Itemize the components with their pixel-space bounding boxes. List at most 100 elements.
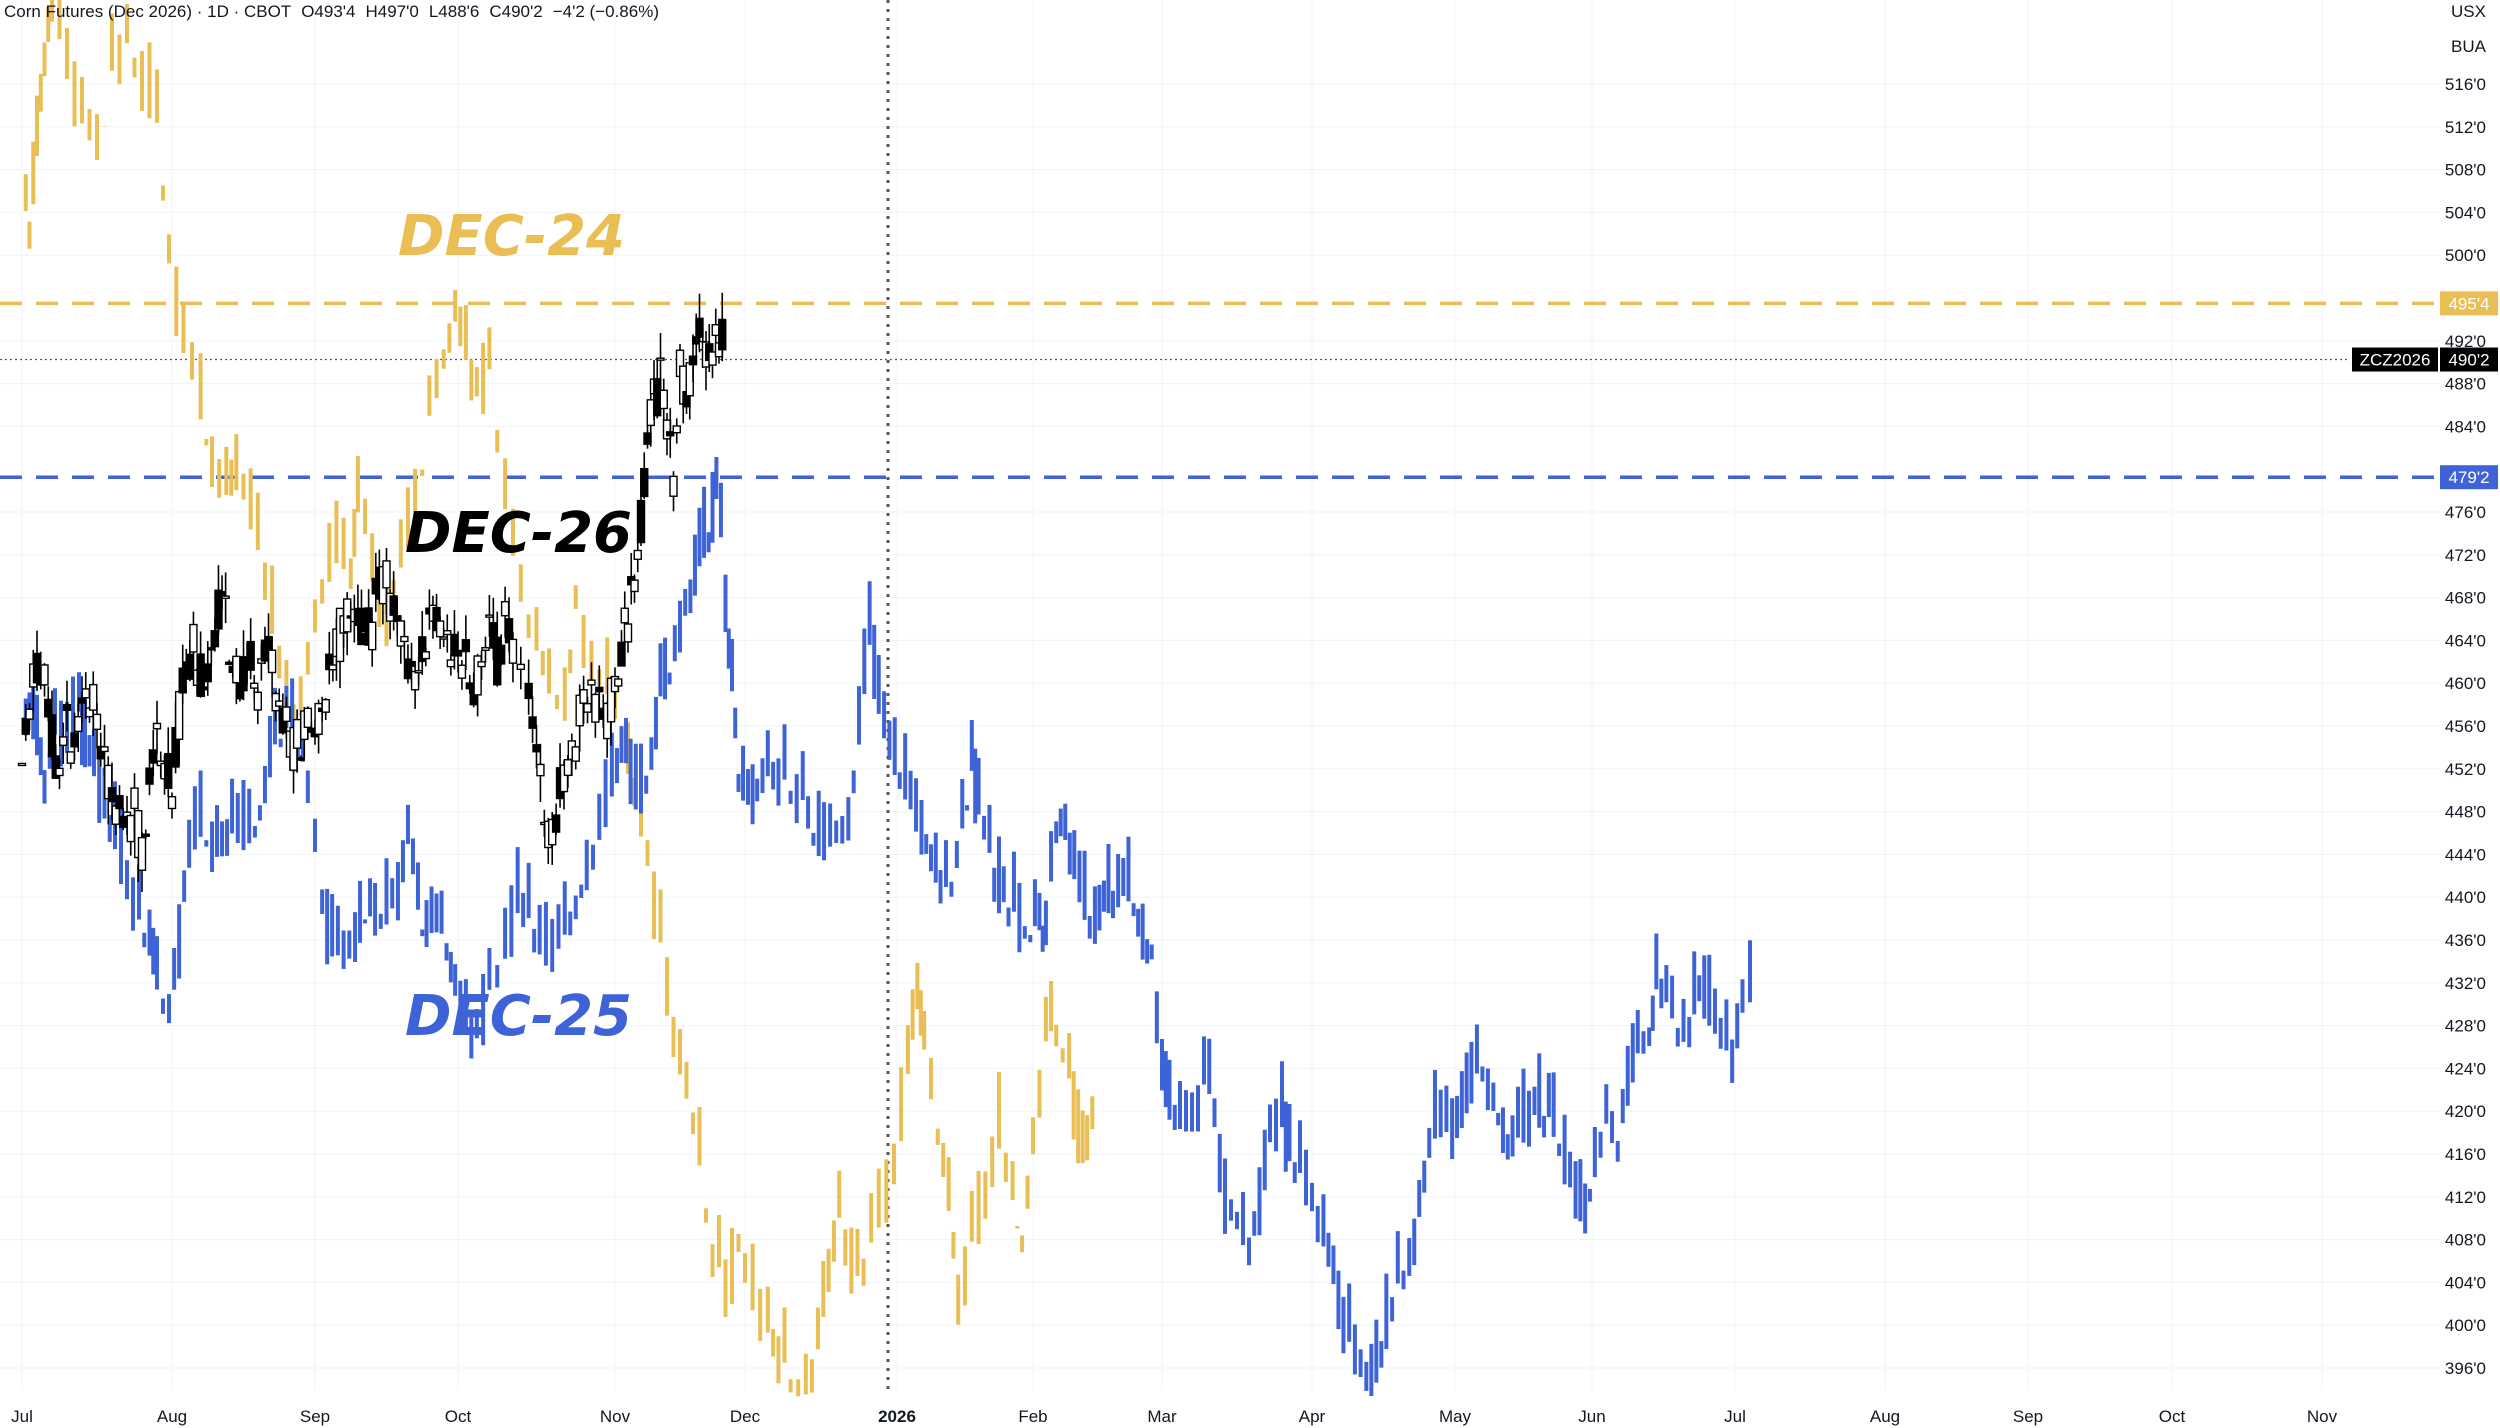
candle-body — [453, 649, 463, 657]
y-tick-label: 452'0 — [2445, 760, 2486, 779]
candle-body — [623, 623, 633, 643]
candle-body — [100, 746, 109, 753]
symbol-tag-label: ZCZ2026 — [2360, 351, 2431, 370]
time-axis[interactable]: Jul Aug Sep Oct Nov Dec 2026 Feb Mar Apr May Jun Jul… — [11, 1407, 2337, 1426]
y-tick-label: 484'0 — [2445, 417, 2486, 436]
candle-body — [59, 736, 68, 747]
price-axis[interactable]: 516'0 512'0 508'0 504'0 500'0 492'0 488'0 484'0… — [2445, 75, 2486, 1378]
y-tick-label: 444'0 — [2445, 845, 2486, 864]
candle-body — [708, 351, 717, 366]
change-value: −4'2 (−0.86%) — [552, 2, 659, 21]
measure-unit[interactable]: BUA — [2451, 37, 2486, 56]
y-tick-label: 476'0 — [2445, 503, 2486, 522]
candle-body — [435, 620, 445, 638]
candle-body — [481, 647, 490, 652]
candle-body — [532, 744, 541, 753]
candle-body — [357, 607, 366, 646]
reference-lines — [0, 301, 2440, 479]
candle-body — [189, 623, 198, 653]
y-tick-label: 424'0 — [2445, 1059, 2486, 1078]
candle-body — [282, 706, 291, 723]
candle-body — [130, 787, 139, 810]
candle-body — [414, 670, 423, 674]
x-tick-label: Jul — [1724, 1407, 1746, 1426]
y-tick-label: 516'0 — [2445, 75, 2486, 94]
y-tick-label: 504'0 — [2445, 203, 2486, 222]
candle-body — [457, 664, 467, 679]
y-tick-label: 464'0 — [2445, 631, 2486, 650]
candle-body — [528, 716, 537, 729]
label-dec25: DEC-25 — [405, 984, 632, 1049]
candle-body — [446, 659, 456, 668]
currency-unit[interactable]: USX — [2451, 2, 2486, 21]
price-tag-label: 495'4 — [2448, 294, 2489, 313]
candle-body — [620, 607, 629, 624]
x-tick-label: Aug — [157, 1407, 187, 1426]
candle-body — [55, 767, 64, 777]
candle-body — [47, 714, 57, 758]
candle-body — [443, 630, 452, 636]
candle-body — [551, 814, 561, 833]
candle-body — [253, 691, 263, 711]
candle-body — [656, 357, 665, 361]
candle-body — [267, 649, 277, 674]
close-value: C490'2 — [489, 2, 543, 21]
candle-body — [407, 660, 416, 667]
series-dec25 — [23, 457, 1752, 1396]
candle-body — [368, 621, 377, 651]
candle-body — [221, 595, 230, 600]
y-tick-label: 408'0 — [2445, 1231, 2486, 1250]
candle-body — [400, 635, 409, 643]
x-tick-label: Jul — [11, 1407, 33, 1426]
symbol-title[interactable]: Corn Futures (Dec 2026) · 1D · CBOT — [4, 2, 292, 21]
candle-body — [396, 620, 405, 647]
candle-body — [439, 636, 448, 640]
low-value: L488'6 — [428, 2, 480, 21]
y-tick-label: 492'0 — [2445, 332, 2486, 351]
x-tick-label: Nov — [600, 1407, 631, 1426]
candle-body — [571, 746, 580, 762]
candle-body — [563, 759, 573, 777]
candle-body — [591, 693, 600, 723]
candle-body — [66, 751, 75, 764]
y-tick-label: 416'0 — [2445, 1145, 2486, 1164]
candle-body — [579, 689, 588, 704]
candle-body — [89, 683, 98, 711]
high-value: H497'0 — [365, 2, 419, 21]
y-tick-label: 508'0 — [2445, 161, 2486, 180]
candle-body — [74, 716, 83, 733]
candle-body — [21, 717, 30, 735]
candle-body — [275, 700, 284, 707]
candle-body — [250, 682, 259, 689]
label-dec26: DEC-26 — [405, 501, 632, 566]
candle-body — [328, 664, 338, 671]
candle-body — [516, 663, 525, 670]
x-tick-label: Sep — [300, 1407, 330, 1426]
candle-body — [145, 767, 154, 785]
x-tick-label: Jun — [1578, 1407, 1605, 1426]
candle-body — [178, 667, 187, 694]
candle-body — [152, 722, 162, 730]
x-tick-label: Feb — [1018, 1407, 1047, 1426]
candle-body — [636, 499, 646, 544]
candle-body — [81, 688, 90, 699]
x-tick-label: Mar — [1147, 1407, 1177, 1426]
candle-body — [199, 686, 209, 691]
candle-body — [477, 661, 486, 668]
x-tick-label: May — [1439, 1407, 1472, 1426]
candle-body — [630, 579, 639, 593]
candle-body — [382, 560, 391, 589]
y-tick-label: 460'0 — [2445, 674, 2486, 693]
candle-body — [25, 708, 34, 720]
candle-body — [246, 640, 255, 671]
y-tick-label: 432'0 — [2445, 974, 2486, 993]
series-dec26 — [17, 292, 727, 892]
candle-body — [232, 655, 241, 684]
y-tick-label: 412'0 — [2445, 1188, 2486, 1207]
candle-body — [640, 467, 649, 498]
x-tick-label: Dec — [730, 1407, 761, 1426]
candle-body — [410, 670, 420, 691]
candle-body — [508, 638, 518, 664]
candle-body — [496, 644, 506, 665]
